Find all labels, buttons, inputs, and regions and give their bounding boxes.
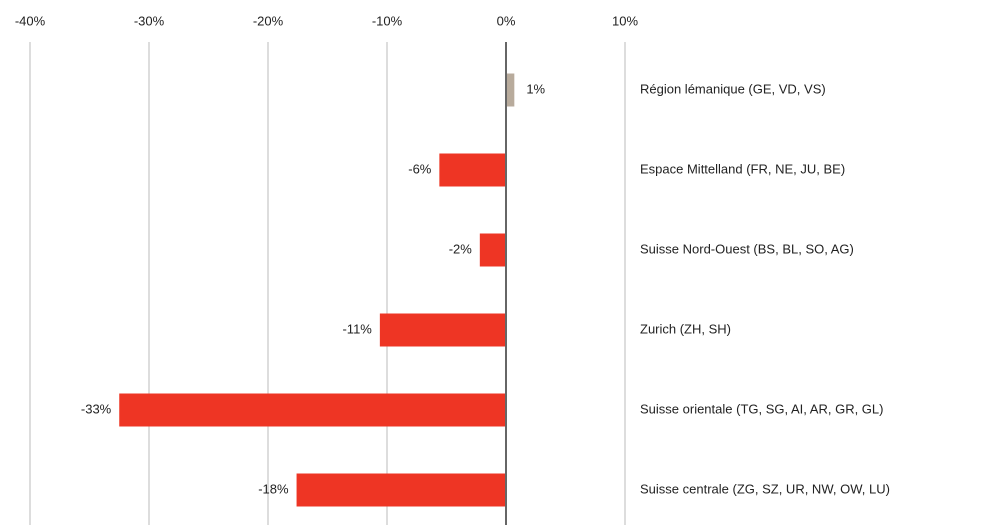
value-label: -6% <box>408 161 432 176</box>
category-label: Espace Mittelland (FR, NE, JU, BE) <box>640 161 845 176</box>
bar <box>119 393 506 427</box>
bar <box>479 233 506 267</box>
category-label: Région lémanique (GE, VD, VS) <box>640 81 826 96</box>
value-label: -11% <box>342 321 372 336</box>
x-tick-label: -30% <box>134 13 165 28</box>
value-label: 1% <box>526 81 545 96</box>
category-label: Suisse orientale (TG, SG, AI, AR, GR, GL… <box>640 401 883 416</box>
bar <box>379 313 506 347</box>
x-tick-label: 0% <box>497 13 516 28</box>
category-label: Suisse centrale (ZG, SZ, UR, NW, OW, LU) <box>640 481 890 496</box>
x-tick-label: -40% <box>15 13 46 28</box>
bar <box>296 473 506 507</box>
value-label: -18% <box>258 481 289 496</box>
x-tick-label: -10% <box>372 13 403 28</box>
value-label: -33% <box>81 401 112 416</box>
x-tick-label: -20% <box>253 13 284 28</box>
bar <box>506 73 515 107</box>
bar <box>439 153 506 187</box>
x-tick-label: 10% <box>612 13 638 28</box>
category-label: Suisse Nord-Ouest (BS, BL, SO, AG) <box>640 241 854 256</box>
category-label: Zurich (ZH, SH) <box>640 321 731 336</box>
value-label: -2% <box>449 241 473 256</box>
